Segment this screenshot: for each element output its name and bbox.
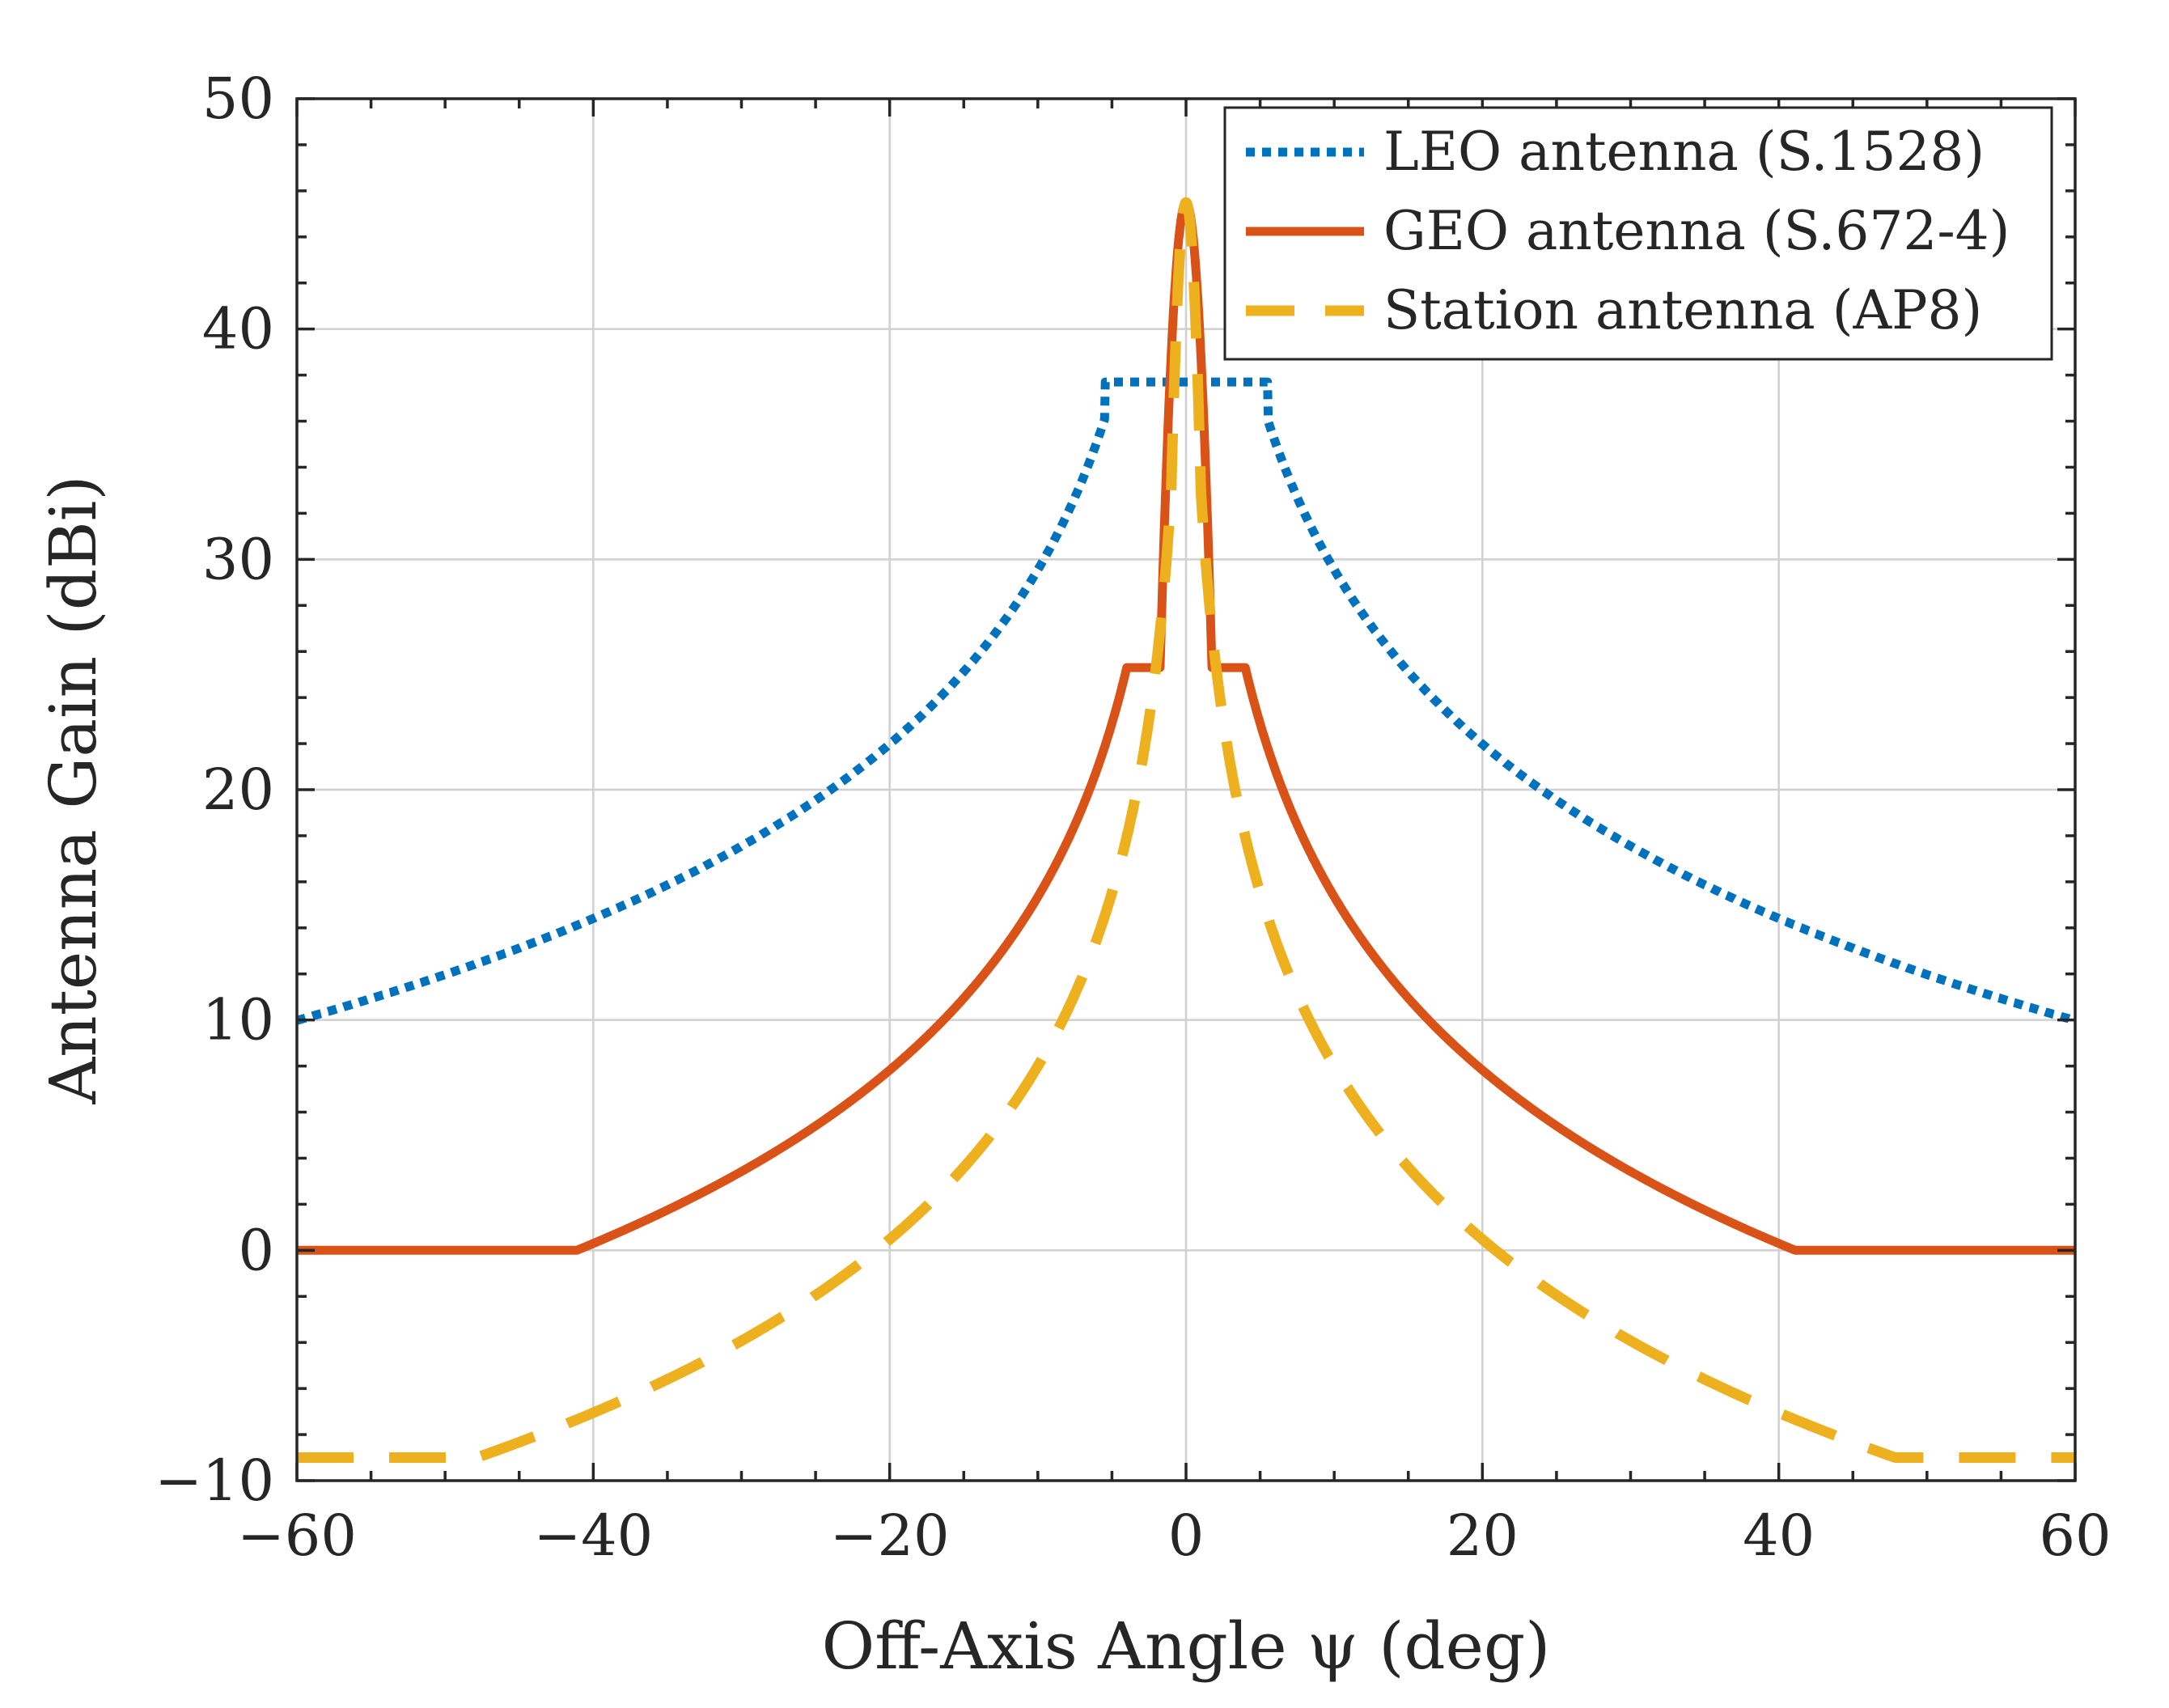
y-axis-label: Antenna Gain (dBi) bbox=[36, 475, 111, 1104]
tick-labels: −60 −40 −20 0 20 40 60 −10 0 10 20 30 40 50 bbox=[155, 66, 2111, 1569]
x-tick-label: −20 bbox=[830, 1502, 950, 1569]
y-tick-label: 20 bbox=[202, 757, 274, 823]
legend: LEO antenna (S.1528) GEO antenna (S.672-4… bbox=[1223, 106, 2053, 361]
y-tick-label: 40 bbox=[202, 296, 274, 362]
y-tick-label: 10 bbox=[202, 987, 274, 1053]
series-group bbox=[292, 197, 2080, 1463]
x-tick-label: −60 bbox=[237, 1502, 357, 1569]
x-tick-label: −40 bbox=[533, 1502, 653, 1569]
legend-label-3: Station antenna (AP8) bbox=[1383, 279, 1982, 341]
x-tick-label: 60 bbox=[2039, 1502, 2111, 1569]
legend-label-2: GEO antenna (S.672-4) bbox=[1383, 200, 2010, 262]
series-line-1 bbox=[293, 377, 2079, 1025]
x-tick-label: 20 bbox=[1447, 1502, 1519, 1569]
axes bbox=[295, 97, 2077, 1482]
x-tick-label: 40 bbox=[1743, 1502, 1815, 1569]
y-tick-label: 30 bbox=[202, 526, 274, 592]
y-tick-label: 50 bbox=[202, 66, 274, 132]
legend-label-1: LEO antenna (S.1528) bbox=[1383, 121, 1985, 183]
series-line-3 bbox=[292, 197, 2080, 1463]
x-tick-label: 0 bbox=[1168, 1502, 1205, 1569]
y-tick-label: 0 bbox=[238, 1217, 274, 1283]
y-tick-label: −10 bbox=[155, 1447, 274, 1514]
x-axis-label: Off-Axis Angle ψ (deg) bbox=[822, 1608, 1551, 1684]
